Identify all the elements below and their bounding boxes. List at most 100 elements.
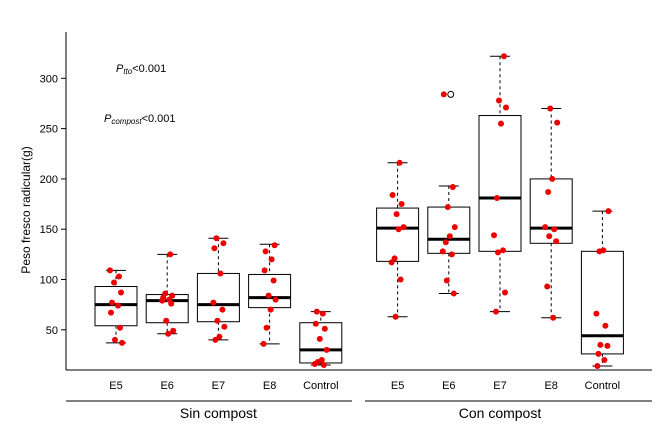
data-point [596, 248, 603, 255]
data-point [109, 299, 115, 306]
data-point [117, 324, 123, 331]
data-point [446, 233, 453, 240]
outlier-point [447, 90, 455, 98]
data-point [217, 270, 224, 277]
group-label: Con compost [459, 405, 542, 421]
data-point [270, 277, 277, 284]
data-point [112, 336, 118, 343]
boxes [94, 53, 624, 369]
data-point [321, 325, 328, 332]
data-point [392, 313, 399, 320]
data-point [550, 314, 557, 321]
p-value: <0.001 [142, 113, 176, 125]
data-point [119, 339, 125, 346]
x-tick-label: E6 [442, 380, 455, 392]
data-point [601, 356, 608, 363]
data-point [316, 335, 323, 342]
data-point [400, 224, 407, 231]
data-point [210, 299, 217, 306]
data-point [389, 191, 396, 198]
box-sin-compost-e8 [248, 242, 292, 347]
box-iqr [196, 272, 240, 323]
data-point [319, 310, 326, 317]
data-point [500, 247, 506, 254]
data-point [502, 289, 508, 296]
y-tick-label: 300 [40, 73, 58, 85]
data-point [168, 300, 175, 307]
data-point [213, 235, 220, 242]
y-axis: 50 100 150 200 250 300 [40, 32, 67, 370]
data-point [116, 273, 122, 280]
data-point [605, 208, 612, 215]
x-tick-label: Control [585, 380, 620, 392]
box-iqr [427, 206, 471, 254]
y-tick-label: 150 [40, 224, 58, 236]
x-axis: E5 E6 E7 E8 Control E5 E6 E7 E8 Control [66, 369, 652, 392]
data-point [597, 341, 604, 348]
box-con-compost-control [580, 208, 624, 369]
p-value: <0.001 [132, 63, 166, 75]
data-point [595, 350, 602, 357]
group-labels: Sin compost Con compost [66, 400, 652, 421]
data-point [451, 224, 458, 231]
p-value-annotation: Pcompost<0.001 [104, 113, 176, 126]
data-point [170, 327, 177, 334]
x-tick-label: E7 [493, 380, 506, 392]
data-point [444, 204, 451, 211]
data-point [439, 248, 446, 255]
data-point [107, 267, 113, 274]
data-point [167, 251, 174, 258]
data-point [263, 324, 270, 331]
data-point [549, 175, 556, 182]
data-point [545, 188, 552, 195]
x-tick-label: E8 [544, 380, 557, 392]
data-point [272, 296, 279, 303]
x-tick-label: Control [303, 380, 338, 392]
data-point [118, 289, 124, 296]
p-value-annotation: Ptto<0.001 [116, 63, 166, 76]
box-iqr [529, 178, 573, 244]
data-point [396, 159, 403, 166]
p-symbol: P [116, 63, 124, 75]
data-point [211, 245, 218, 252]
data-point [443, 277, 450, 284]
data-point [268, 256, 275, 263]
data-point [397, 276, 404, 283]
data-point [551, 226, 558, 233]
box-con-compost-e6 [427, 90, 471, 297]
y-axis-title: Peso fresco radicular(g) [19, 146, 33, 273]
data-point [262, 248, 269, 255]
box-iqr [376, 207, 420, 262]
data-point [320, 361, 327, 368]
box-iqr [478, 115, 522, 252]
data-point [388, 259, 395, 266]
data-point [440, 91, 447, 98]
box-con-compost-e7 [478, 53, 522, 315]
box-con-compost-e5 [376, 159, 420, 320]
box-iqr [248, 273, 292, 309]
x-tick-label: E5 [109, 380, 122, 392]
box-iqr [299, 322, 343, 364]
box-sin-compost-e5 [94, 267, 138, 346]
data-point [594, 362, 601, 369]
y-tick-label: 200 [40, 174, 58, 186]
data-point [442, 239, 449, 246]
data-point [163, 317, 170, 324]
data-point [261, 267, 268, 274]
x-tick-label: E7 [212, 380, 225, 392]
data-point [495, 249, 501, 256]
data-point [165, 330, 172, 337]
data-point [265, 292, 272, 299]
data-point [604, 342, 611, 349]
data-point [498, 120, 504, 127]
data-point [542, 224, 549, 231]
data-point [450, 290, 457, 297]
data-point [493, 308, 499, 315]
p-symbol: P [104, 113, 112, 125]
y-tick-label: 50 [46, 325, 58, 337]
data-point [271, 242, 278, 249]
data-point [501, 53, 507, 60]
data-point [267, 306, 274, 313]
box-sin-compost-e6 [145, 251, 189, 337]
